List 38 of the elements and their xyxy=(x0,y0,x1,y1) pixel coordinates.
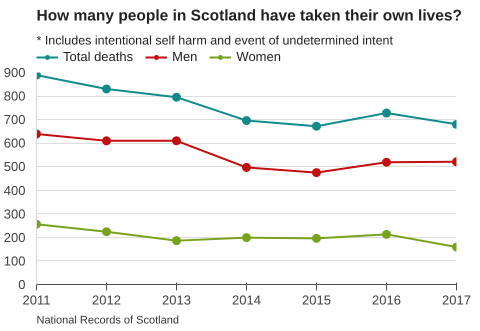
y-tick-label: 700 xyxy=(4,112,26,128)
y-tick-label: 0 xyxy=(18,277,26,292)
x-tick-label: 2013 xyxy=(162,292,191,308)
x-tick-label: 2011 xyxy=(22,292,50,308)
point xyxy=(102,84,111,94)
point xyxy=(102,136,111,146)
x-tick-label: 2015 xyxy=(302,292,331,308)
y-tick-label: 800 xyxy=(4,88,26,104)
chart-title: How many people in Scotland have taken their own lives? xyxy=(36,8,462,24)
point xyxy=(172,92,181,102)
x-tick-label: 2017 xyxy=(442,292,471,308)
chart-subtitle: * Includes intentional self harm and event of undetermined intent xyxy=(36,34,394,48)
legend-label: Men xyxy=(172,49,198,64)
y-tick-label: 400 xyxy=(4,182,26,198)
point xyxy=(312,168,321,178)
x-tick-label: 2014 xyxy=(232,292,261,308)
point xyxy=(312,234,321,243)
y-tick-label: 200 xyxy=(4,230,26,245)
point xyxy=(312,122,321,131)
text: National Records of Scotland xyxy=(36,314,179,326)
point xyxy=(172,136,181,146)
y-tick-label: 600 xyxy=(4,136,26,151)
point xyxy=(102,227,111,236)
point xyxy=(172,236,181,246)
point xyxy=(242,116,251,126)
y-tick-label: 100 xyxy=(4,253,26,268)
x-tick-label: 2016 xyxy=(372,292,401,308)
point xyxy=(242,233,251,242)
y-tick-label: 500 xyxy=(4,159,26,174)
point xyxy=(382,230,391,239)
legend-label: Women xyxy=(236,49,281,64)
point xyxy=(382,158,391,167)
y-tick-label: 300 xyxy=(4,206,26,222)
legend-label: Total deaths xyxy=(63,49,134,64)
y-tick-label: 900 xyxy=(4,65,26,80)
point xyxy=(242,162,251,172)
point xyxy=(382,108,391,118)
x-tick-label: 2012 xyxy=(92,292,121,308)
